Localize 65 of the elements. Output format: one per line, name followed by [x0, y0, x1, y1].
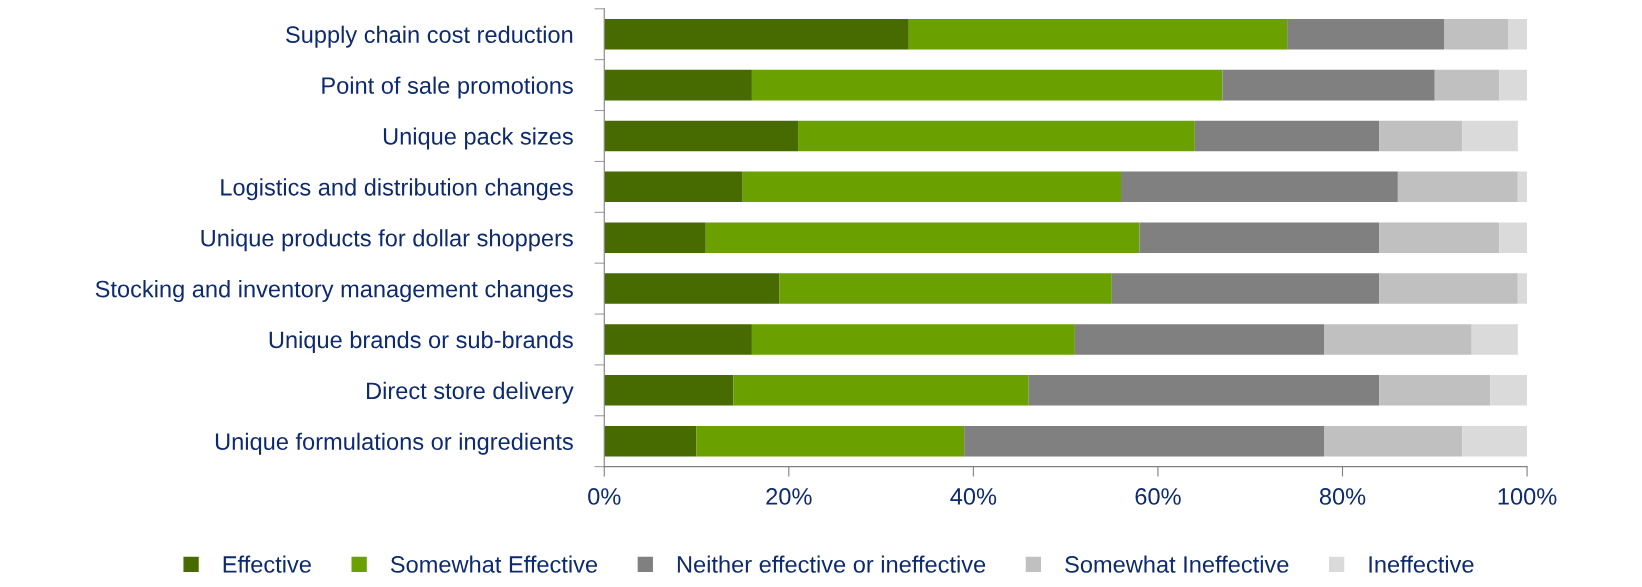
- bar: [696, 425, 965, 457]
- bar: [751, 324, 1075, 355]
- bar: [604, 324, 752, 355]
- y-tick-label: Direct store delivery: [367, 381, 574, 404]
- legend-label: Neither effective or ineffective: [677, 555, 986, 573]
- x-tick-label: 80%: [1319, 488, 1366, 505]
- bar: [908, 18, 1288, 50]
- bar: [1517, 273, 1528, 304]
- bar: [604, 18, 909, 50]
- bar: [1462, 425, 1528, 457]
- bar: [1324, 324, 1472, 355]
- bar: [1028, 375, 1380, 406]
- y-tick-label: Unique formulations or ingredients: [215, 432, 573, 455]
- bar: [1517, 171, 1528, 203]
- y-tick-label: Unique pack sizes: [383, 127, 573, 150]
- bar: [1434, 69, 1500, 101]
- bar: [604, 69, 752, 101]
- bar: [751, 69, 1223, 101]
- y-tick-label: Unique brands or sub-brands: [269, 330, 573, 353]
- bar: [604, 171, 743, 203]
- bar: [1074, 324, 1325, 355]
- bar: [1379, 120, 1463, 152]
- bar: [1508, 18, 1528, 50]
- bar: [604, 375, 734, 406]
- bar: [1379, 273, 1518, 304]
- x-tick-label: 40%: [950, 488, 997, 505]
- bar: [705, 222, 1140, 253]
- bar: [1121, 171, 1398, 203]
- bar: [1287, 18, 1445, 50]
- bar: [604, 120, 799, 152]
- bar: [742, 171, 1122, 203]
- bar: [1397, 171, 1518, 203]
- y-tick-label: Stocking and inventory management changes: [95, 280, 573, 303]
- y-tick-label: Unique products for dollar shoppers: [201, 229, 573, 252]
- y-tick-label: Supply chain cost reduction: [286, 25, 573, 48]
- bar: [964, 425, 1325, 457]
- legend-label: Effective: [223, 555, 311, 573]
- bar: [1499, 69, 1528, 101]
- bar: [798, 120, 1195, 152]
- bar: [604, 222, 706, 253]
- legend-label: Somewhat Ineffective: [1065, 555, 1289, 573]
- legend-label: Ineffective: [1369, 555, 1474, 573]
- bar: [779, 273, 1112, 304]
- bar: [1194, 120, 1380, 152]
- bar: [1462, 120, 1518, 152]
- bar: [1111, 273, 1380, 304]
- bar: [1222, 69, 1435, 101]
- bar: [1444, 18, 1509, 50]
- bar: [1379, 375, 1491, 406]
- bar: [1379, 222, 1500, 253]
- y-tick-label: Point of sale promotions: [322, 76, 573, 99]
- bar: [733, 375, 1029, 406]
- bar: [1490, 375, 1528, 406]
- bar: [1471, 324, 1518, 355]
- legend-label: Somewhat Effective: [390, 555, 598, 573]
- x-tick-label: 0%: [588, 488, 621, 505]
- x-tick-label: 20%: [766, 488, 812, 505]
- bar: [1499, 222, 1528, 253]
- bar: [604, 273, 780, 304]
- x-tick-label: 100%: [1498, 488, 1557, 505]
- y-tick-label: Logistics and distribution changes: [221, 178, 573, 201]
- bar: [1139, 222, 1380, 253]
- x-tick-label: 60%: [1135, 488, 1181, 505]
- bar: [1324, 425, 1463, 457]
- bar: [604, 425, 697, 457]
